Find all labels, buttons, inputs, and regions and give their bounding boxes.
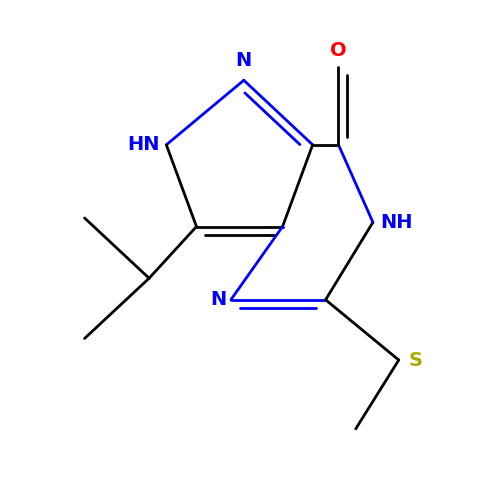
- Text: NH: NH: [380, 213, 412, 232]
- Text: N: N: [210, 290, 227, 309]
- Text: S: S: [409, 351, 423, 369]
- Text: N: N: [236, 51, 252, 70]
- Text: HN: HN: [127, 135, 160, 154]
- Text: O: O: [330, 42, 347, 60]
